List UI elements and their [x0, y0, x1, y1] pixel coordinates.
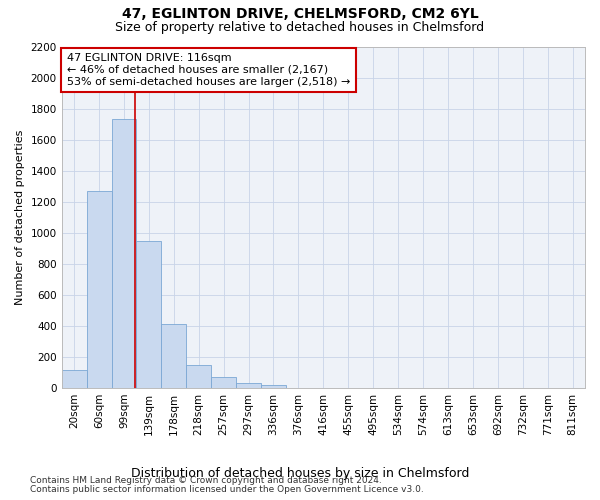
Y-axis label: Number of detached properties: Number of detached properties — [15, 130, 25, 305]
Text: Distribution of detached houses by size in Chelmsford: Distribution of detached houses by size … — [131, 468, 469, 480]
Text: Contains public sector information licensed under the Open Government Licence v3: Contains public sector information licen… — [30, 485, 424, 494]
Bar — [186, 364, 211, 388]
Bar — [112, 120, 136, 388]
Bar — [62, 370, 86, 388]
Bar — [136, 240, 161, 388]
Text: Contains HM Land Registry data © Crown copyright and database right 2024.: Contains HM Land Registry data © Crown c… — [30, 476, 382, 485]
Bar — [86, 191, 112, 388]
Text: Size of property relative to detached houses in Chelmsford: Size of property relative to detached ho… — [115, 21, 485, 34]
Bar — [236, 382, 261, 388]
Bar — [261, 385, 286, 388]
Bar — [161, 324, 186, 388]
Text: 47 EGLINTON DRIVE: 116sqm
← 46% of detached houses are smaller (2,167)
53% of se: 47 EGLINTON DRIVE: 116sqm ← 46% of detac… — [67, 54, 350, 86]
Text: 47, EGLINTON DRIVE, CHELMSFORD, CM2 6YL: 47, EGLINTON DRIVE, CHELMSFORD, CM2 6YL — [122, 8, 478, 22]
Bar — [211, 377, 236, 388]
